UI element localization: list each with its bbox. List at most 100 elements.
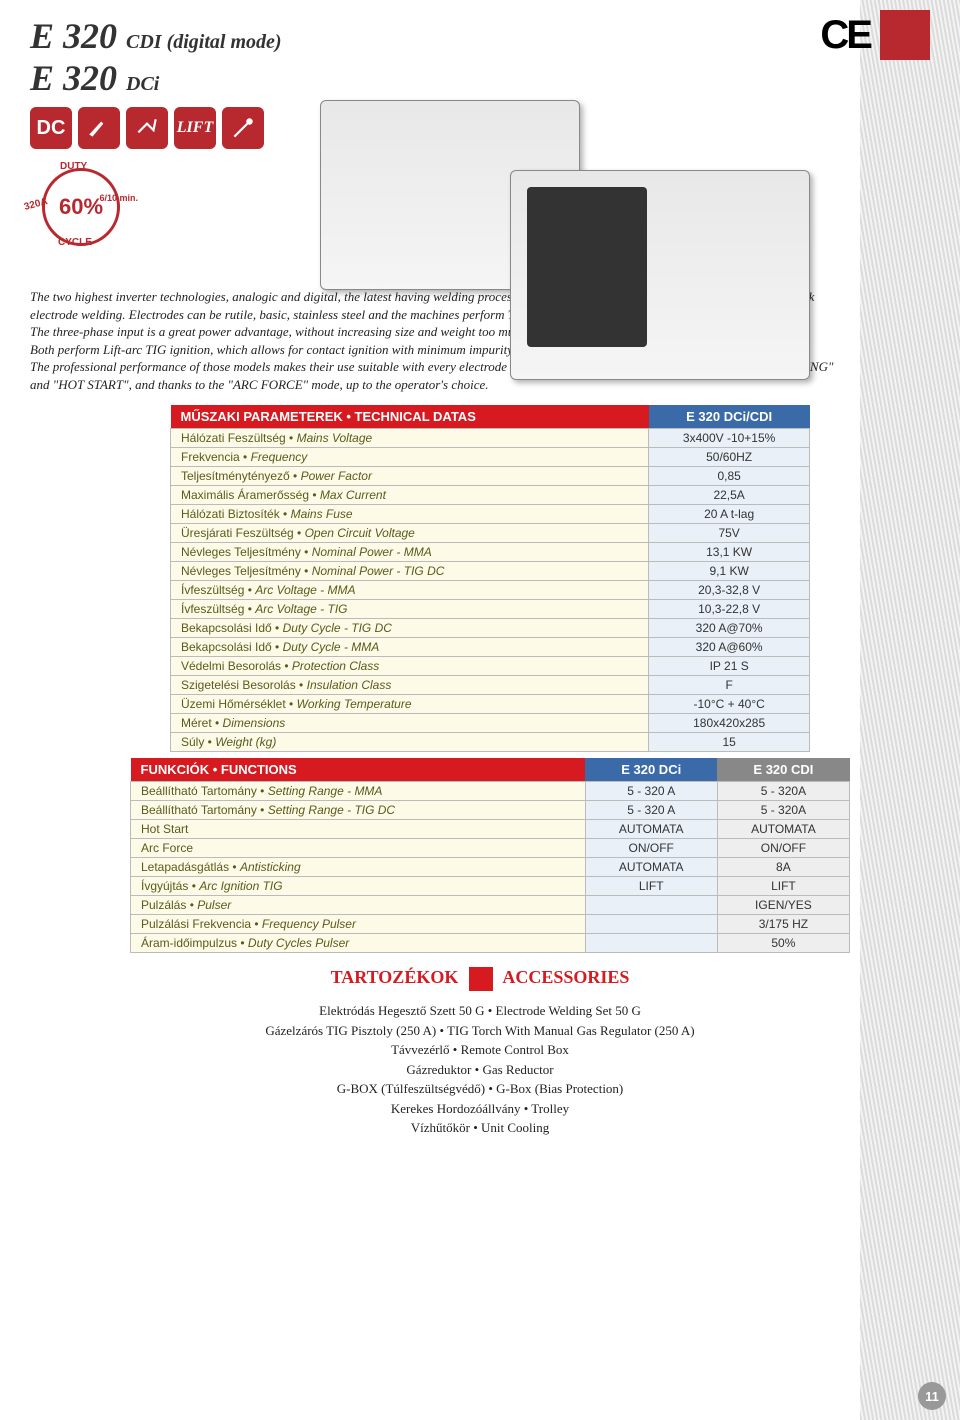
product-photo xyxy=(300,80,860,400)
tech-label: Hálózati Biztosíték • Mains Fuse xyxy=(171,505,649,524)
table-row: Ívfeszültség • Arc Voltage - TIG 10,3-22… xyxy=(171,600,810,619)
table-row: Ívfeszültség • Arc Voltage - MMA 20,3-32… xyxy=(171,581,810,600)
func-header-m1: E 320 DCi xyxy=(585,758,717,782)
tech-value: 180x420x285 xyxy=(649,714,810,733)
table-row: Hálózati Feszültség • Mains Voltage 3x40… xyxy=(171,429,810,448)
tech-label: Maximális Áramerősség • Max Current xyxy=(171,486,649,505)
func-value-2: AUTOMATA xyxy=(717,820,849,839)
func-value-1: 5 - 320 A xyxy=(585,801,717,820)
func-value-1: AUTOMATA xyxy=(585,820,717,839)
func-value-2: 50% xyxy=(717,934,849,953)
tech-label: Teljesítménytényező • Power Factor xyxy=(171,467,649,486)
func-label: Áram-időimpulzus • Duty Cycles Pulser xyxy=(131,934,586,953)
tech-value: 320 A@60% xyxy=(649,638,810,657)
func-value-1: ON/OFF xyxy=(585,839,717,858)
title-prefix-2: E 320 xyxy=(30,58,126,98)
feature-icon-3 xyxy=(222,107,264,149)
func-value-2: 3/175 HZ xyxy=(717,915,849,934)
table-row: Letapadásgátlás • Antisticking AUTOMATA … xyxy=(131,858,850,877)
ce-mark: CE xyxy=(820,13,870,58)
functions-table: FUNKCIÓK • FUNCTIONS E 320 DCi E 320 CDI… xyxy=(130,758,850,953)
lift-icon: LIFT xyxy=(174,107,216,149)
accessories-list: Elektródás Hegesztő Szett 50 G • Electro… xyxy=(30,1001,930,1138)
tech-value: 10,3-22,8 V xyxy=(649,600,810,619)
tech-value: 0,85 xyxy=(649,467,810,486)
tech-value: F xyxy=(649,676,810,695)
tech-header-model: E 320 DCi/CDI xyxy=(649,405,810,429)
func-header-label: FUNKCIÓK • FUNCTIONS xyxy=(131,758,586,782)
title-suffix-2: DCi xyxy=(126,73,159,95)
duty-right-label: 6/10 min. xyxy=(99,193,138,203)
func-label: Arc Force xyxy=(131,839,586,858)
dc-icon: DC xyxy=(30,107,72,149)
table-row: Hálózati Biztosíték • Mains Fuse 20 A t-… xyxy=(171,505,810,524)
tech-label: Üzemi Hőmérséklet • Working Temperature xyxy=(171,695,649,714)
accessory-line: Kerekes Hordozóállvány • Trolley xyxy=(30,1099,930,1119)
acc-header-right: ACCESSORIES xyxy=(502,967,629,987)
tech-label: Hálózati Feszültség • Mains Voltage xyxy=(171,429,649,448)
func-value-1 xyxy=(585,915,717,934)
weld-icon xyxy=(880,10,930,60)
table-row: Maximális Áramerősség • Max Current 22,5… xyxy=(171,486,810,505)
accessories-icon xyxy=(469,967,493,991)
table-row: Pulzálás • Pulser IGEN/YES xyxy=(131,896,850,915)
tech-value: 20 A t-lag xyxy=(649,505,810,524)
tech-label: Üresjárati Feszültség • Open Circuit Vol… xyxy=(171,524,649,543)
tech-value: 15 xyxy=(649,733,810,752)
table-row: Frekvencia • Frequency 50/60HZ xyxy=(171,448,810,467)
accessory-line: Gázreduktor • Gas Reductor xyxy=(30,1060,930,1080)
tech-value: 20,3-32,8 V xyxy=(649,581,810,600)
func-label: Pulzálási Frekvencia • Frequency Pulser xyxy=(131,915,586,934)
table-row: Üzemi Hőmérséklet • Working Temperature … xyxy=(171,695,810,714)
func-label: Pulzálás • Pulser xyxy=(131,896,586,915)
machine-front xyxy=(510,170,810,380)
tables-section: MŰSZAKI PARAMETEREK • TECHNICAL DATAS E … xyxy=(30,405,930,953)
tech-header-label: MŰSZAKI PARAMETEREK • TECHNICAL DATAS xyxy=(171,405,649,429)
feature-icon-1 xyxy=(78,107,120,149)
func-label: Hot Start xyxy=(131,820,586,839)
table-row: Súly • Weight (kg) 15 xyxy=(171,733,810,752)
table-row: Pulzálási Frekvencia • Frequency Pulser … xyxy=(131,915,850,934)
func-label: Beállítható Tartomány • Setting Range - … xyxy=(131,801,586,820)
func-value-1: 5 - 320 A xyxy=(585,782,717,801)
accessory-line: Vízhűtőkör • Unit Cooling xyxy=(30,1118,930,1138)
tech-value: -10°C + 40°C xyxy=(649,695,810,714)
tech-value: 50/60HZ xyxy=(649,448,810,467)
func-value-2: 5 - 320A xyxy=(717,782,849,801)
tech-value: 22,5A xyxy=(649,486,810,505)
table-row: Bekapcsolási Idő • Duty Cycle - TIG DC 3… xyxy=(171,619,810,638)
tech-label: Méret • Dimensions xyxy=(171,714,649,733)
func-header-m2: E 320 CDI xyxy=(717,758,849,782)
tech-label: Bekapcsolási Idő • Duty Cycle - TIG DC xyxy=(171,619,649,638)
tech-value: 320 A@70% xyxy=(649,619,810,638)
accessories-header: TARTOZÉKOK ACCESSORIES xyxy=(30,967,930,991)
tech-label: Névleges Teljesítmény • Nominal Power - … xyxy=(171,543,649,562)
table-row: Beállítható Tartomány • Setting Range - … xyxy=(131,782,850,801)
table-row: Üresjárati Feszültség • Open Circuit Vol… xyxy=(171,524,810,543)
func-value-2: LIFT xyxy=(717,877,849,896)
tech-label: Ívfeszültség • Arc Voltage - MMA xyxy=(171,581,649,600)
func-value-1: LIFT xyxy=(585,877,717,896)
func-value-1 xyxy=(585,896,717,915)
tech-label: Frekvencia • Frequency xyxy=(171,448,649,467)
func-value-1 xyxy=(585,934,717,953)
table-row: Ívgyújtás • Arc Ignition TIG LIFT LIFT xyxy=(131,877,850,896)
tech-value: 75V xyxy=(649,524,810,543)
table-row: Beállítható Tartomány • Setting Range - … xyxy=(131,801,850,820)
table-row: Teljesítménytényező • Power Factor 0,85 xyxy=(171,467,810,486)
title-prefix-1: E 320 xyxy=(30,16,126,56)
func-label: Letapadásgátlás • Antisticking xyxy=(131,858,586,877)
feature-icon-2 xyxy=(126,107,168,149)
table-row: Méret • Dimensions 180x420x285 xyxy=(171,714,810,733)
func-value-2: IGEN/YES xyxy=(717,896,849,915)
tech-label: Szigetelési Besorolás • Insulation Class xyxy=(171,676,649,695)
tech-value: 3x400V -10+15% xyxy=(649,429,810,448)
func-label: Beállítható Tartomány • Setting Range - … xyxy=(131,782,586,801)
tech-value: 13,1 KW xyxy=(649,543,810,562)
duty-center-value: 60% xyxy=(42,168,120,246)
func-value-2: ON/OFF xyxy=(717,839,849,858)
tech-label: Bekapcsolási Idő • Duty Cycle - MMA xyxy=(171,638,649,657)
table-row: Bekapcsolási Idő • Duty Cycle - MMA 320 … xyxy=(171,638,810,657)
acc-header-left: TARTOZÉKOK xyxy=(331,967,459,987)
top-right-icons: CE xyxy=(820,10,930,60)
